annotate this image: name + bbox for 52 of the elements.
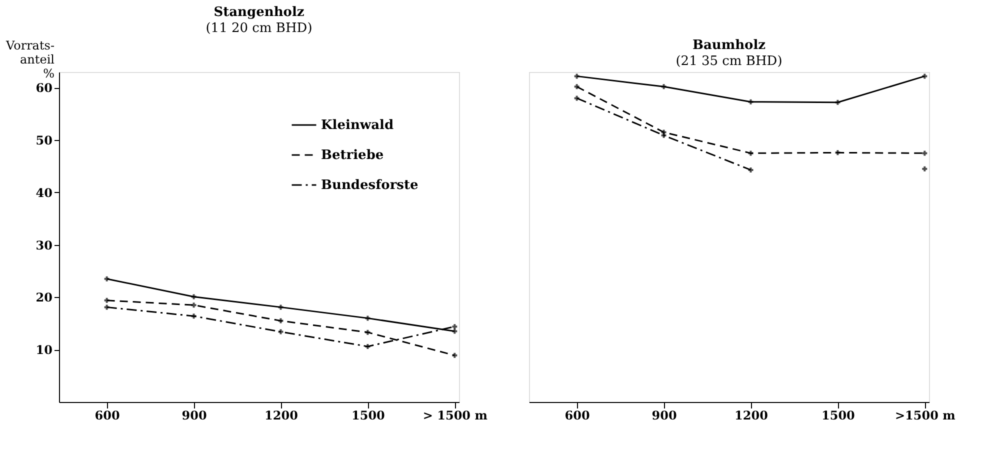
- x-tick-label: 600: [94, 408, 120, 422]
- point: [365, 316, 370, 321]
- y-axis-title: Vorrats- anteil %: [5, 38, 55, 80]
- x-tick-label: 1500: [351, 408, 385, 422]
- x-tick-label: 900: [652, 408, 677, 422]
- point: [191, 314, 196, 319]
- x-tick-label: 1500: [821, 408, 855, 422]
- point: [748, 150, 754, 156]
- point: [452, 324, 458, 330]
- y-tick-label: 20: [36, 290, 52, 305]
- legend-label: Kleinwald: [321, 118, 394, 133]
- y-tick-label: 10: [36, 343, 52, 358]
- point: [922, 74, 928, 79]
- point: [922, 166, 928, 172]
- point: [922, 150, 928, 156]
- point: [574, 84, 580, 90]
- point: [835, 150, 840, 156]
- x-tick-label: 900: [182, 408, 207, 422]
- point: [278, 318, 284, 324]
- x-tick-label: 600: [564, 408, 590, 422]
- point: [661, 84, 666, 90]
- point: [191, 294, 196, 300]
- point: [278, 304, 284, 310]
- legend-label: Betriebe: [321, 148, 384, 163]
- point: [748, 167, 754, 172]
- legend-label: Bundesforste: [321, 178, 418, 193]
- point: [104, 298, 110, 303]
- point: [452, 328, 458, 334]
- x-tick-label: >1500 m: [894, 408, 956, 422]
- point: [104, 304, 110, 310]
- y-tick-label: 30: [36, 238, 52, 252]
- point: [574, 74, 580, 79]
- chart-title: Stangenholz: [214, 5, 304, 20]
- point: [748, 99, 754, 104]
- point: [191, 302, 196, 308]
- x-tick-label: > 1500 m: [422, 408, 488, 422]
- x-tick-label: 1200: [264, 408, 298, 422]
- y-tick-label: 40: [36, 186, 52, 200]
- point: [661, 132, 666, 138]
- x-tick-label: 1200: [734, 408, 768, 422]
- point: [452, 352, 458, 358]
- point: [574, 96, 580, 101]
- chart-subtitle: (11 20 cm BHD): [206, 21, 312, 36]
- point: [365, 330, 370, 335]
- point: [278, 329, 284, 334]
- y-tick-label: 60: [36, 81, 52, 96]
- chart-title: Baumholz: [692, 38, 766, 53]
- point: [104, 276, 110, 282]
- y-tick-label: 50: [36, 134, 52, 148]
- chart-subtitle: (21 35 cm BHD): [676, 54, 782, 69]
- point: [365, 344, 370, 349]
- point: [835, 100, 840, 105]
